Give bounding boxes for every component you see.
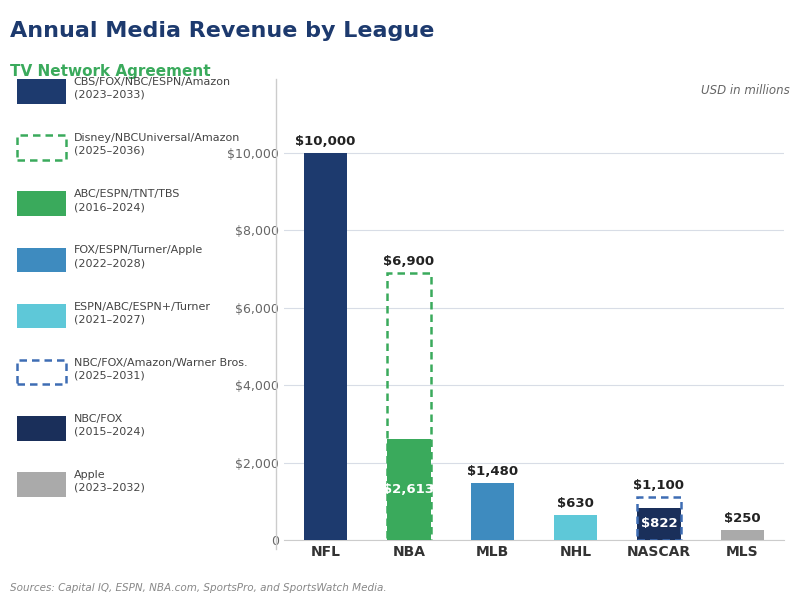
Bar — [17, 135, 66, 160]
Text: $630: $630 — [558, 498, 594, 511]
Text: USD in millions: USD in millions — [701, 84, 790, 97]
Text: ABC/ESPN/TNT/TBS
(2016–2024): ABC/ESPN/TNT/TBS (2016–2024) — [74, 189, 180, 212]
Text: $1,100: $1,100 — [634, 479, 685, 492]
Bar — [304, 153, 347, 540]
Bar — [387, 273, 430, 540]
Bar — [17, 192, 66, 216]
Bar — [17, 360, 66, 384]
Text: FOX/ESPN/Turner/Apple
(2022–2028): FOX/ESPN/Turner/Apple (2022–2028) — [74, 245, 203, 268]
Bar — [387, 439, 430, 540]
Text: $822: $822 — [641, 517, 678, 531]
Text: Disney/NBCUniversal/Amazon
(2025–2036): Disney/NBCUniversal/Amazon (2025–2036) — [74, 133, 240, 156]
Text: Annual Media Revenue by League: Annual Media Revenue by League — [10, 21, 434, 41]
Bar — [638, 508, 681, 540]
Text: Sources: Capital IQ, ESPN, NBA.com, SportsPro, and SportsWatch Media.: Sources: Capital IQ, ESPN, NBA.com, Spor… — [10, 583, 387, 592]
Text: $250: $250 — [724, 512, 761, 525]
Bar — [17, 416, 66, 440]
Bar — [638, 497, 681, 540]
Bar — [17, 248, 66, 272]
Text: $10,000: $10,000 — [295, 135, 356, 148]
Bar — [17, 79, 66, 104]
Text: NBC/FOX
(2015–2024): NBC/FOX (2015–2024) — [74, 414, 145, 437]
Bar — [470, 483, 514, 540]
Text: NBC/FOX/Amazon/Warner Bros.
(2025–2031): NBC/FOX/Amazon/Warner Bros. (2025–2031) — [74, 357, 247, 381]
Bar — [554, 515, 598, 540]
Bar — [17, 304, 66, 328]
Text: TV Network Agreement: TV Network Agreement — [10, 64, 211, 79]
Bar — [721, 530, 764, 540]
Bar — [17, 472, 66, 497]
Text: CBS/FOX/NBC/ESPN/Amazon
(2023–2033): CBS/FOX/NBC/ESPN/Amazon (2023–2033) — [74, 77, 230, 100]
Text: Apple
(2023–2032): Apple (2023–2032) — [74, 470, 145, 493]
Text: $2,613: $2,613 — [383, 483, 434, 496]
Text: $6,900: $6,900 — [383, 255, 434, 268]
Text: ESPN/ABC/ESPN+/Turner
(2021–2027): ESPN/ABC/ESPN+/Turner (2021–2027) — [74, 301, 210, 325]
Text: $1,480: $1,480 — [466, 465, 518, 478]
